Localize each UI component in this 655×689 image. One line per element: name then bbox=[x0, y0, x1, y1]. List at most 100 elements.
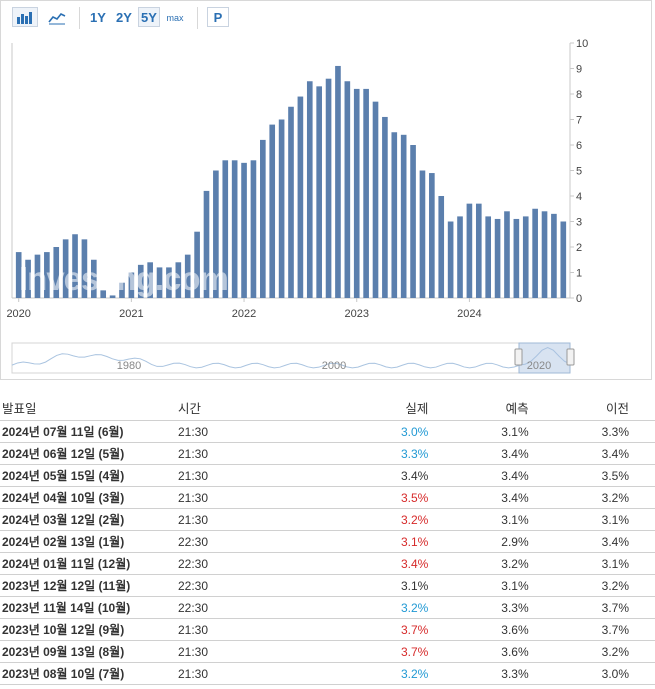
bar bbox=[222, 160, 229, 298]
release-date: 2024년 07월 11일 (6월) bbox=[0, 420, 178, 443]
y-tick-label: 8 bbox=[576, 89, 582, 101]
header-actual[interactable]: 실제 bbox=[354, 394, 455, 421]
bar bbox=[316, 86, 322, 298]
bar bbox=[475, 203, 482, 298]
forecast-value: 2.9% bbox=[454, 530, 555, 553]
bar-chart-icon[interactable] bbox=[12, 7, 38, 27]
release-date: 2023년 12월 12일 (11월) bbox=[0, 574, 178, 597]
release-date: 2023년 09월 13일 (8월) bbox=[0, 640, 178, 663]
bar bbox=[522, 216, 529, 298]
chart-toolbar: 1Y 2Y 5Y max P bbox=[1, 1, 653, 33]
navigator-label: 2000 bbox=[322, 360, 346, 372]
navigator-label: 1980 bbox=[117, 360, 141, 372]
actual-value: 3.2% bbox=[354, 596, 455, 619]
release-time: 22:30 bbox=[178, 530, 354, 553]
forecast-value: 3.3% bbox=[454, 596, 555, 619]
forecast-value: 3.6% bbox=[454, 640, 555, 663]
bar bbox=[504, 211, 510, 298]
y-tick-label: 3 bbox=[576, 217, 582, 229]
bar bbox=[353, 88, 360, 299]
previous-value: 3.4% bbox=[554, 530, 655, 553]
bar bbox=[363, 88, 369, 299]
release-time: 22:30 bbox=[178, 552, 354, 575]
bar bbox=[156, 267, 163, 298]
release-date: 2024년 06월 12일 (5월) bbox=[0, 442, 178, 465]
header-time[interactable]: 시간 bbox=[178, 394, 354, 421]
y-tick-label: 6 bbox=[576, 140, 582, 152]
bar bbox=[541, 211, 548, 298]
bar bbox=[53, 247, 60, 298]
bar bbox=[231, 160, 238, 298]
bar bbox=[297, 96, 304, 298]
bar bbox=[147, 262, 153, 298]
bar bbox=[382, 116, 388, 298]
table-row: 2023년 09월 13일 (8월) 21:30 3.7% 3.6% 3.2% bbox=[0, 640, 655, 663]
bar bbox=[81, 239, 88, 298]
bar bbox=[137, 264, 144, 298]
previous-value: 3.3% bbox=[554, 420, 655, 443]
y-tick-label: 2 bbox=[576, 242, 582, 254]
navigator-label: 2020 bbox=[527, 360, 551, 372]
bar bbox=[400, 134, 407, 298]
bar bbox=[372, 101, 379, 299]
actual-value: 3.1% bbox=[354, 574, 455, 597]
bar bbox=[560, 221, 567, 298]
x-tick-label: 2024 bbox=[457, 308, 481, 320]
release-time: 21:30 bbox=[178, 486, 354, 509]
header-previous[interactable]: 이전 bbox=[554, 394, 655, 421]
toolbar-divider bbox=[79, 7, 80, 29]
table-header-row: 발표일 시간 실제 예측 이전 bbox=[0, 394, 655, 421]
period-button-2y[interactable]: 2Y bbox=[116, 10, 132, 25]
period-button-1y[interactable]: 1Y bbox=[90, 10, 106, 25]
previous-value: 3.1% bbox=[554, 552, 655, 575]
bar bbox=[494, 218, 501, 298]
bar bbox=[391, 132, 398, 298]
bar bbox=[15, 252, 22, 298]
p-button[interactable]: P bbox=[207, 7, 229, 27]
bar bbox=[447, 221, 454, 298]
release-time: 21:30 bbox=[178, 464, 354, 487]
bar bbox=[457, 216, 463, 298]
previous-value: 3.4% bbox=[554, 442, 655, 465]
bar bbox=[25, 259, 31, 298]
forecast-value: 3.1% bbox=[454, 574, 555, 597]
release-time: 21:30 bbox=[178, 662, 354, 685]
previous-value: 3.0% bbox=[554, 662, 655, 685]
actual-value: 3.3% bbox=[354, 442, 455, 465]
y-tick-label: 7 bbox=[576, 115, 582, 127]
forecast-value: 3.6% bbox=[454, 618, 555, 641]
period-button-max[interactable]: max bbox=[166, 13, 184, 23]
bar bbox=[466, 203, 473, 298]
table-row: 2023년 12월 12일 (11월) 22:30 3.1% 3.1% 3.2% bbox=[0, 574, 655, 597]
table-row: 2023년 08월 10일 (7월) 21:30 3.2% 3.3% 3.0% bbox=[0, 662, 655, 685]
bar bbox=[34, 254, 41, 298]
previous-value: 3.5% bbox=[554, 464, 655, 487]
y-tick-label: 0 bbox=[576, 293, 582, 305]
actual-value: 3.7% bbox=[354, 640, 455, 663]
line-chart-icon[interactable] bbox=[44, 7, 70, 27]
previous-value: 3.7% bbox=[554, 618, 655, 641]
table-row: 2023년 10월 12일 (9월) 21:30 3.7% 3.6% 3.7% bbox=[0, 618, 655, 641]
investing-watermark: Investing.com bbox=[19, 260, 228, 297]
release-time: 21:30 bbox=[178, 618, 354, 641]
x-tick-label: 2022 bbox=[232, 308, 256, 320]
bar bbox=[278, 119, 285, 298]
header-date[interactable]: 발표일 bbox=[0, 394, 178, 421]
actual-value: 3.0% bbox=[354, 420, 455, 443]
forecast-value: 3.4% bbox=[454, 442, 555, 465]
results-table: 발표일 시간 실제 예측 이전 2024년 07월 11일 (6월) 21:30 3… bbox=[0, 394, 655, 685]
period-button-5y[interactable]: 5Y bbox=[138, 7, 160, 27]
previous-value: 3.7% bbox=[554, 596, 655, 619]
bar bbox=[419, 170, 426, 298]
bar bbox=[90, 259, 97, 298]
bar bbox=[175, 262, 182, 298]
release-date: 2023년 08월 10일 (7월) bbox=[0, 662, 178, 685]
forecast-value: 3.4% bbox=[454, 486, 555, 509]
bar bbox=[109, 295, 116, 298]
bar bbox=[250, 160, 257, 298]
header-forecast[interactable]: 예측 bbox=[454, 394, 555, 421]
x-tick-label: 2021 bbox=[119, 308, 143, 320]
bar bbox=[44, 252, 50, 298]
table-row: 2024년 01월 11일 (12월) 22:30 3.4% 3.2% 3.1% bbox=[0, 552, 655, 575]
x-tick-label: 2020 bbox=[6, 308, 30, 320]
